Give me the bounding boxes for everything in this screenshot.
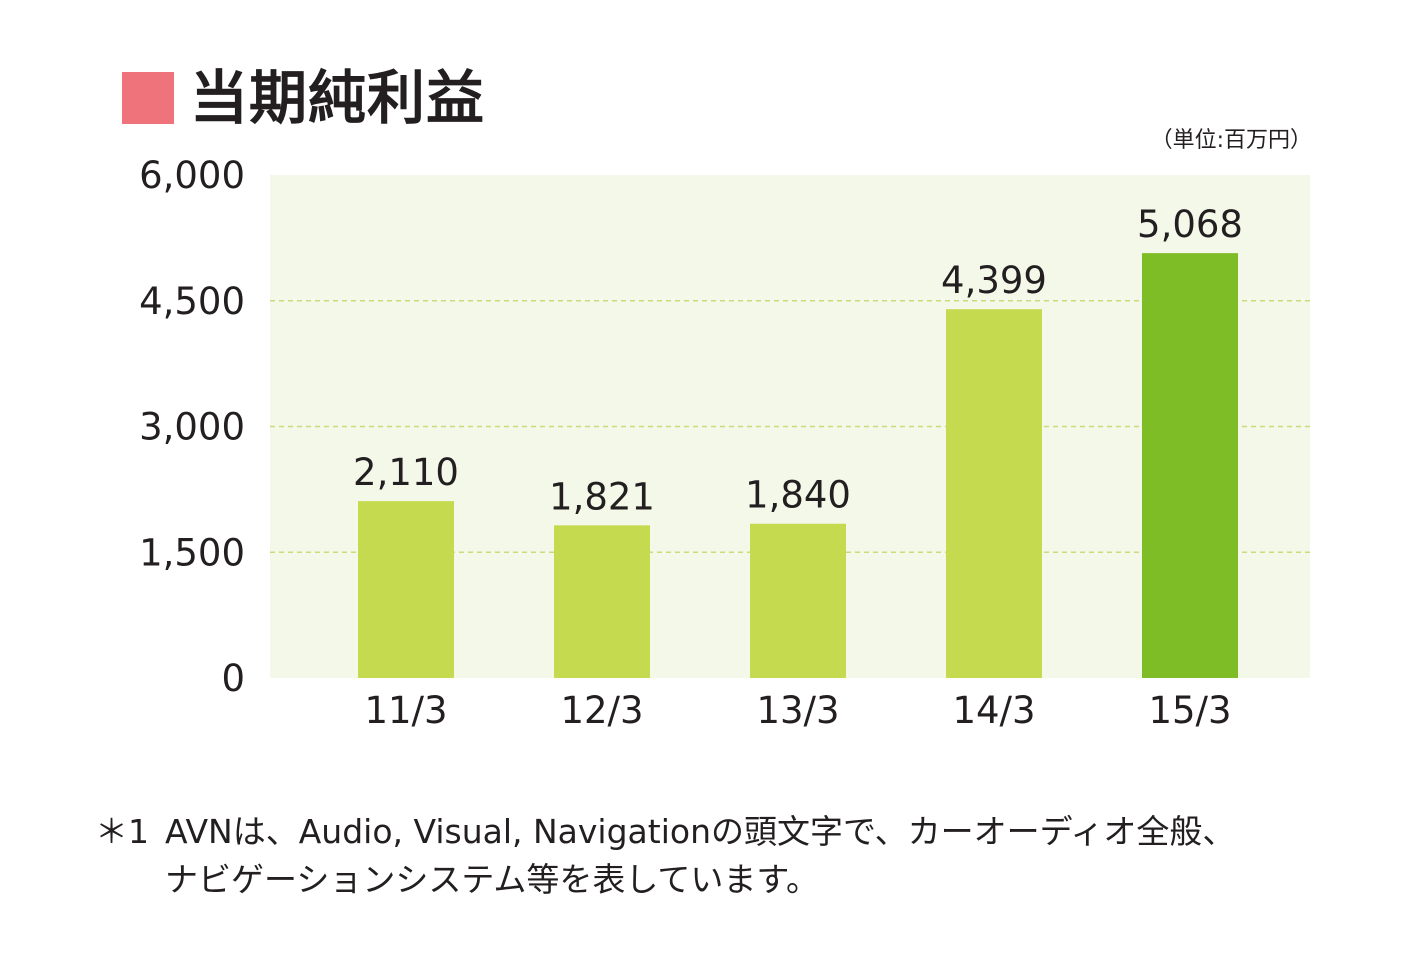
bar <box>750 523 846 678</box>
x-tick-label: 14/3 <box>952 689 1035 732</box>
x-tick-label: 12/3 <box>560 689 643 732</box>
data-label: 2,110 <box>353 451 459 494</box>
footnote-line: ナビゲーションシステム等を表しています。 <box>165 860 820 899</box>
x-tick-label: 15/3 <box>1148 689 1231 732</box>
x-tick-label: 13/3 <box>756 689 839 732</box>
data-label: 5,068 <box>1137 203 1243 246</box>
chart-title: 当期純利益 <box>190 64 486 132</box>
bar <box>554 525 650 678</box>
bar <box>358 501 454 678</box>
x-tick-label: 11/3 <box>364 689 447 732</box>
y-tick-label: 0 <box>221 657 245 700</box>
title-marker <box>122 72 174 124</box>
y-tick-label: 1,500 <box>139 531 245 574</box>
data-label: 4,399 <box>941 259 1047 302</box>
data-label: 1,840 <box>745 474 851 517</box>
y-tick-label: 4,500 <box>139 280 245 323</box>
footnote-mark: ＊1 <box>95 812 149 851</box>
data-label: 1,821 <box>549 475 655 518</box>
y-tick-label: 6,000 <box>139 154 245 197</box>
unit-label: （単位:百万円） <box>1150 128 1312 153</box>
bar <box>946 309 1042 678</box>
footnote-line: AVNは、Audio, Visual, Navigationの頭文字で、カーオー… <box>165 812 1236 851</box>
y-tick-label: 3,000 <box>139 406 245 449</box>
bar <box>1142 253 1238 678</box>
